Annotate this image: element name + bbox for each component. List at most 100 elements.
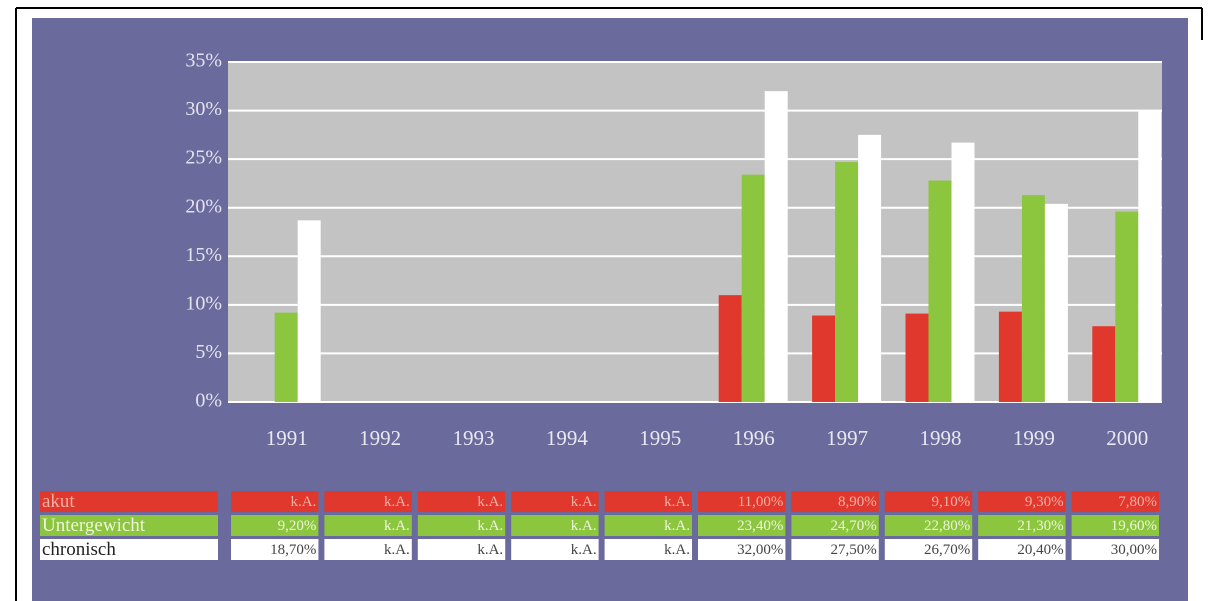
y-tick-label: 30%	[185, 98, 222, 120]
table-value: k.A.	[571, 494, 597, 510]
y-tick-label: 10%	[185, 292, 222, 314]
bar	[858, 134, 882, 402]
bar	[905, 313, 929, 402]
bar	[741, 174, 765, 402]
table-value: k.A.	[571, 518, 597, 534]
x-tick-label: 2000	[1106, 426, 1148, 450]
table-value: 18,70%	[270, 542, 316, 558]
table-value: 21,30%	[1017, 518, 1063, 534]
table-cell	[1071, 515, 1159, 536]
table-value: 27,50%	[831, 542, 877, 558]
y-tick-label: 20%	[185, 195, 222, 217]
table-cell	[978, 491, 1066, 512]
table-cell	[511, 515, 599, 536]
x-tick-label: 1999	[1013, 426, 1055, 450]
table-cell	[511, 491, 599, 512]
table-cell	[698, 515, 786, 536]
table-value: 30,00%	[1111, 542, 1157, 558]
bar	[928, 180, 952, 402]
table-cell	[1071, 491, 1159, 512]
y-tick-label: 35%	[185, 50, 222, 72]
table-cell	[1071, 539, 1159, 560]
bar	[951, 142, 975, 402]
table-cell	[884, 491, 973, 512]
table-value: 24,70%	[831, 518, 877, 534]
bar	[718, 295, 742, 402]
table-value: k.A.	[384, 494, 410, 510]
table-cell	[231, 515, 319, 536]
table-value: 32,00%	[737, 542, 783, 558]
table-value: 23,40%	[737, 518, 783, 534]
table-cell	[791, 515, 879, 536]
table-cell	[884, 539, 973, 560]
table-cell	[604, 515, 692, 536]
legend-label: chronisch	[42, 539, 116, 560]
bar	[1044, 203, 1068, 402]
table-cell	[978, 515, 1066, 536]
table-value: 19,60%	[1111, 518, 1157, 534]
table-value: 8,90%	[838, 494, 877, 510]
table-value: k.A.	[384, 542, 410, 558]
bar	[835, 162, 859, 402]
table-cell	[417, 491, 506, 512]
table-value: 9,20%	[278, 518, 317, 534]
x-tick-label: 1995	[639, 426, 681, 450]
table-cell	[231, 491, 319, 512]
y-tick-label: 0%	[195, 390, 222, 412]
x-tick-label: 1996	[733, 426, 775, 450]
table-value: 26,70%	[924, 542, 970, 558]
table-value: 20,40%	[1017, 542, 1063, 558]
table-value: k.A.	[477, 542, 503, 558]
table-cell	[791, 539, 879, 560]
table-value: k.A.	[477, 494, 503, 510]
table-cell	[698, 539, 786, 560]
table-value: 9,10%	[931, 494, 970, 510]
y-tick-label: 5%	[195, 341, 222, 363]
table-cell	[604, 491, 692, 512]
legend-swatch	[40, 515, 218, 536]
table-cell	[698, 491, 786, 512]
bar	[1138, 110, 1162, 403]
y-tick-label: 15%	[185, 244, 222, 266]
table-value: 7,80%	[1118, 494, 1157, 510]
bar	[274, 312, 298, 402]
x-tick-label: 1991	[266, 426, 308, 450]
table-value: k.A.	[384, 518, 410, 534]
table-cell	[417, 539, 506, 560]
bar	[998, 311, 1022, 402]
y-tick-label: 25%	[185, 147, 222, 169]
x-tick-label: 1993	[453, 426, 495, 450]
table-value: k.A.	[664, 494, 690, 510]
legend-label: Untergewicht	[42, 515, 146, 536]
table-cell	[604, 539, 692, 560]
table-cell	[324, 491, 412, 512]
table-cell	[324, 515, 412, 536]
table-value: k.A.	[291, 494, 317, 510]
table-cell	[978, 539, 1066, 560]
table-value: k.A.	[571, 542, 597, 558]
bar	[764, 91, 788, 403]
bar	[297, 220, 321, 402]
table-cell	[511, 539, 599, 560]
table-cell	[884, 515, 973, 536]
x-tick-label: 1998	[920, 426, 962, 450]
table-value: k.A.	[664, 518, 690, 534]
bar	[1021, 195, 1045, 402]
table-cell	[324, 539, 412, 560]
table-value: 9,30%	[1025, 494, 1064, 510]
table-cell	[231, 539, 319, 560]
bar	[812, 315, 836, 402]
bar	[1115, 211, 1139, 402]
table-value: 11,00%	[738, 494, 784, 510]
legend-swatch	[40, 491, 218, 512]
legend-swatch	[40, 539, 218, 560]
x-tick-label: 1992	[359, 426, 401, 450]
bar	[1092, 326, 1116, 402]
legend-label: akut	[42, 491, 75, 512]
table-cell	[791, 491, 879, 512]
x-tick-label: 1997	[826, 426, 868, 450]
table-value: 22,80%	[924, 518, 970, 534]
table-cell	[417, 515, 506, 536]
x-tick-label: 1994	[546, 426, 589, 450]
